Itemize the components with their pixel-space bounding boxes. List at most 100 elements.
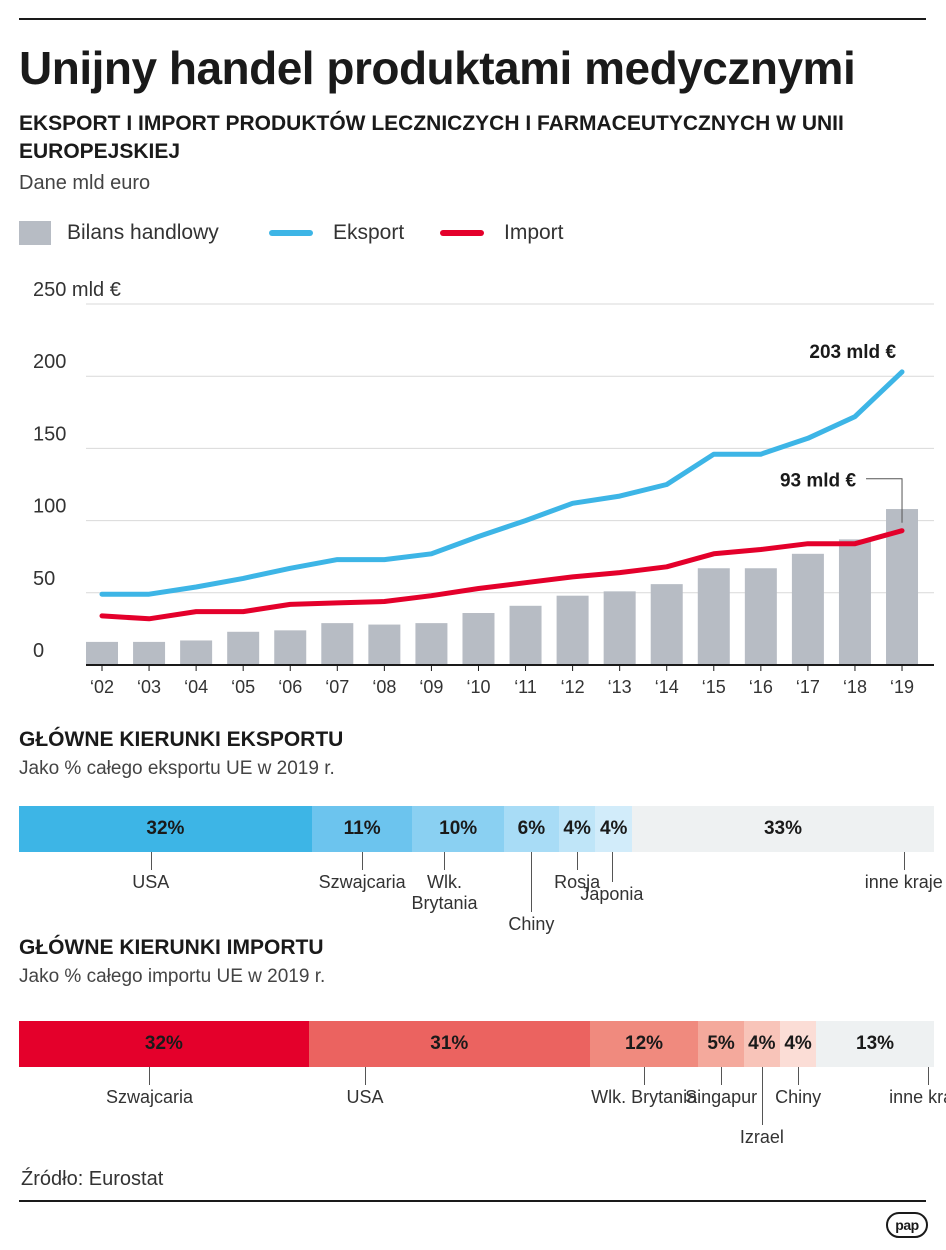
import-stacked-bar: 32% 31% 12% 5% 4% 4% 13% xyxy=(19,1021,934,1067)
segment-country-label: Chiny xyxy=(775,1087,822,1107)
balance-bar xyxy=(321,623,354,665)
x-tick-label: ‘16 xyxy=(749,677,773,697)
export-stacked-bar: 32% 11% 10% 6% 4% 4% 33% xyxy=(19,806,934,852)
x-tick-label: ‘14 xyxy=(655,677,679,697)
balance-bar xyxy=(744,568,777,665)
legend-label-export: Eksport xyxy=(333,221,405,244)
bottom-rule xyxy=(19,1200,926,1202)
segment-country-label: Wlk. Brytania xyxy=(591,1087,698,1107)
balance-bar xyxy=(415,623,448,665)
x-tick-label: ‘06 xyxy=(278,677,302,697)
x-tick-label: ‘11 xyxy=(514,677,537,697)
balance-bar xyxy=(227,631,260,665)
segment-country-label: USA xyxy=(346,1087,384,1107)
segment-country-label: Singapur xyxy=(685,1087,758,1107)
segment-label-tick xyxy=(761,1067,763,1125)
x-tick-label: ‘18 xyxy=(843,677,867,697)
segment-label-tick xyxy=(149,1067,151,1085)
segment-country-label: Japonia xyxy=(580,884,644,904)
x-tick-label: ‘03 xyxy=(137,677,161,697)
segment-country-label: inne kraje xyxy=(889,1087,946,1107)
export-segment: 6% xyxy=(503,806,559,852)
legend-label-import: Import xyxy=(504,221,564,244)
segment-label-tick xyxy=(611,852,613,882)
legend-export: Eksport xyxy=(269,219,404,247)
segment-country-label: Wlk. Brytania xyxy=(411,872,478,913)
export-line xyxy=(99,369,905,597)
balance-bar xyxy=(603,591,636,665)
top-rule xyxy=(19,18,926,20)
x-tick-label: ‘15 xyxy=(702,677,726,697)
import-section-note: Jako % całego importu UE w 2019 r. xyxy=(19,966,326,987)
unit-note: Dane mld euro xyxy=(19,172,151,194)
import-2019-annotation: 93 mld € xyxy=(780,471,856,492)
balance-bar xyxy=(274,630,307,665)
legend-swatch-export xyxy=(269,230,313,236)
export-segment: 4% xyxy=(558,806,596,852)
balance-bar xyxy=(556,595,589,665)
pap-logo: pap xyxy=(886,1212,928,1238)
source-note: Źródło: Eurostat xyxy=(21,1168,164,1190)
segment-country-label: Chiny xyxy=(508,914,555,934)
segment-country-label: Izrael xyxy=(739,1127,784,1147)
segment-country-label: inne kraje xyxy=(864,872,943,892)
segment-country-label: Rosja xyxy=(554,872,601,892)
import-line xyxy=(99,528,905,622)
y-tick-label: 200 xyxy=(33,351,66,373)
segment-label-tick xyxy=(721,1067,723,1085)
import-section-title: GŁÓWNE KIERUNKI IMPORTU xyxy=(19,936,324,959)
x-tick-label: ‘08 xyxy=(372,677,396,697)
x-tick-label: ‘19 xyxy=(890,677,914,697)
balance-bar xyxy=(838,539,871,665)
x-tick-label: ‘02 xyxy=(90,677,114,697)
x-tick-label: ‘13 xyxy=(608,677,632,697)
trade-chart: 0 50 100 150 200 250 mld € ‘02 ‘03 ‘04 ‘05 ‘06 ‘07 ‘… xyxy=(33,279,934,697)
export-segment: 32% xyxy=(19,806,312,852)
y-tick-label: 50 xyxy=(33,568,55,590)
segment-label-tick xyxy=(798,1067,800,1085)
x-tick-label: ‘05 xyxy=(231,677,255,697)
export-segment: 11% xyxy=(311,806,413,852)
y-tick-label: 150 xyxy=(33,423,66,445)
import-segment: 5% xyxy=(698,1021,744,1067)
export-segment: 33% xyxy=(632,806,934,852)
import-segment: 31% xyxy=(308,1021,590,1067)
balance-bar xyxy=(697,568,730,665)
segment-label-tick xyxy=(362,852,364,870)
balance-bar xyxy=(791,553,824,665)
balance-bar xyxy=(86,641,118,665)
segment-country-label: Szwajcaria xyxy=(105,1087,193,1107)
y-tick-label: 100 xyxy=(33,496,66,518)
export-section-title: GŁÓWNE KIERUNKI EKSPORTU xyxy=(19,728,344,751)
export-segment: 10% xyxy=(412,806,504,852)
import-segment: 4% xyxy=(743,1021,780,1067)
legend-import: Import xyxy=(440,219,564,247)
segment-country-label: Szwajcaria xyxy=(318,872,406,892)
legend-label-balance: Bilans handlowy xyxy=(67,221,219,244)
balance-bar xyxy=(180,640,213,665)
legend-balance: Bilans handlowy xyxy=(19,219,219,247)
segment-label-tick xyxy=(903,852,905,870)
segment-label-tick xyxy=(928,1067,930,1085)
import-segment: 13% xyxy=(816,1021,934,1067)
balance-bar xyxy=(368,624,401,665)
page-title: Unijny handel produktami medycznymi xyxy=(19,42,856,94)
x-tick-label: ‘10 xyxy=(466,677,490,697)
y-tick-label: 250 mld € xyxy=(33,279,121,301)
chart-subtitle: EKSPORT I IMPORT PRODUKTÓW LECZNICZYCH I… xyxy=(19,112,844,163)
segment-label-tick xyxy=(644,1067,646,1085)
balance-bar xyxy=(650,584,683,665)
x-tick-label: ‘17 xyxy=(796,677,820,697)
balance-bar xyxy=(133,641,166,665)
x-tick-label: ‘04 xyxy=(184,677,208,697)
import-segment: 32% xyxy=(19,1021,309,1067)
import-segment: 4% xyxy=(779,1021,817,1067)
legend-swatch-balance xyxy=(19,221,51,245)
segment-label-tick xyxy=(577,852,579,870)
segment-label-tick xyxy=(444,852,446,870)
x-tick-label: ‘07 xyxy=(325,677,349,697)
export-2019-annotation: 203 mld € xyxy=(809,342,896,363)
import-segment: 12% xyxy=(589,1021,699,1067)
segment-country-label: USA xyxy=(132,872,170,892)
segment-label-tick xyxy=(365,1067,367,1085)
